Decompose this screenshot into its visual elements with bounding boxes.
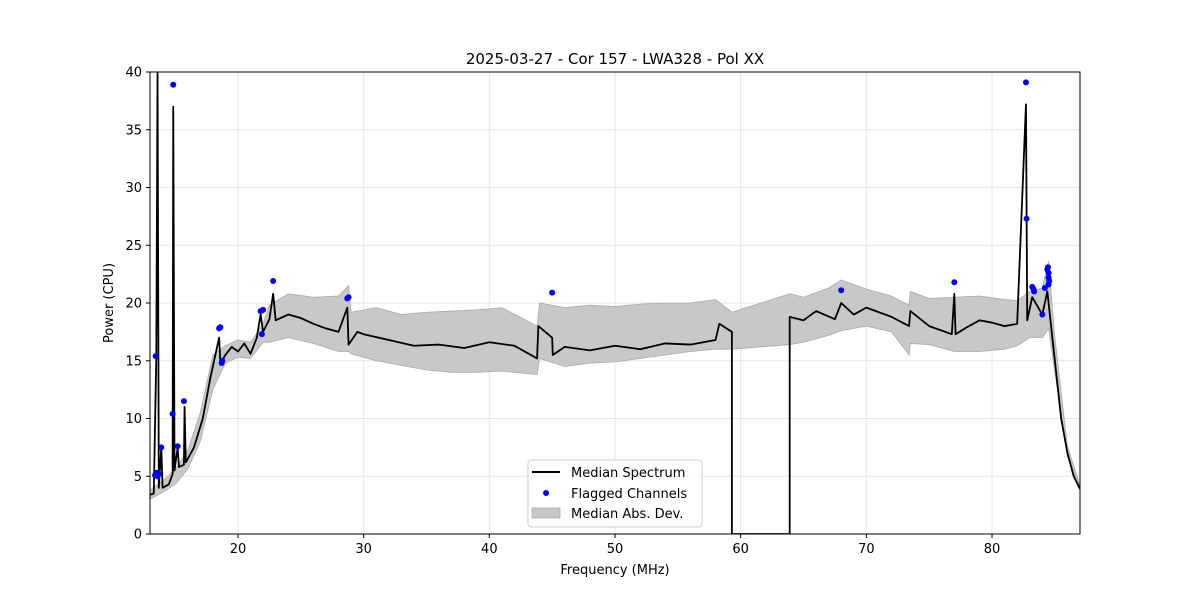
x-tick-label: 80 xyxy=(984,542,1001,557)
flagged-channel-point xyxy=(1022,79,1029,86)
flagged-channel-point xyxy=(1023,215,1030,222)
y-tick-label: 5 xyxy=(134,470,142,485)
flagged-channel-point xyxy=(1031,288,1038,295)
flagged-channel-point xyxy=(258,331,265,338)
flagged-channel-point xyxy=(270,278,277,285)
legend-flagged-label: Flagged Channels xyxy=(571,487,687,502)
y-tick-label: 35 xyxy=(125,123,142,138)
axis-ticks: 20 30 40 50 60 70 80 0 5 10 15 20 25 30 35 40 xyxy=(125,66,1000,558)
flagged-channel-point xyxy=(180,398,187,405)
chart-title: 2025-03-27 - Cor 157 - LWA328 - Pol XX xyxy=(466,50,764,68)
mad-band-group xyxy=(150,261,1080,500)
flagged-channel-point xyxy=(174,443,181,450)
flagged-channel-point xyxy=(158,444,165,451)
y-tick-label: 15 xyxy=(125,354,142,369)
flagged-channel-point xyxy=(169,410,176,417)
flagged-channel-point xyxy=(1045,269,1052,276)
legend-box xyxy=(527,459,703,528)
flagged-channel-point xyxy=(152,353,159,360)
flagged-channel-point xyxy=(549,289,556,296)
flagged-channel-point xyxy=(155,470,162,477)
y-axis-label: Power (CPU) xyxy=(102,263,117,343)
mad-band xyxy=(150,261,1080,500)
x-tick-label: 30 xyxy=(355,542,372,557)
flagged-channel-point xyxy=(838,287,845,294)
x-tick-label: 40 xyxy=(481,542,498,557)
flagged-channel-point xyxy=(260,306,267,313)
flagged-channel-point xyxy=(217,324,224,331)
flagged-channel-point xyxy=(345,294,352,301)
legend-median-label: Median Spectrum xyxy=(571,466,685,481)
flagged-channel-point xyxy=(1045,281,1052,288)
y-tick-label: 0 xyxy=(134,528,142,543)
legend-mad-label: Median Abs. Dev. xyxy=(571,507,683,522)
x-axis-label: Frequency (MHz) xyxy=(560,563,669,578)
flagged-channel-point xyxy=(219,357,226,364)
x-tick-label: 50 xyxy=(607,542,624,557)
y-tick-label: 25 xyxy=(125,239,142,254)
y-tick-label: 30 xyxy=(125,181,142,196)
x-tick-label: 70 xyxy=(858,542,875,557)
x-tick-label: 20 xyxy=(230,542,247,557)
legend-mad-swatch xyxy=(531,507,561,519)
y-tick-label: 20 xyxy=(125,297,142,312)
flagged-channel-point xyxy=(1041,284,1048,291)
median-spectrum-line xyxy=(150,72,1080,534)
flagged-channel-point xyxy=(1039,311,1046,318)
y-tick-label: 40 xyxy=(125,66,142,81)
flagged-channel-point xyxy=(170,81,177,88)
legend: Median Spectrum Flagged Channels Median … xyxy=(527,459,703,528)
flagged-channel-point xyxy=(1044,264,1051,271)
flagged-points-group xyxy=(152,79,1053,480)
median-line-group xyxy=(150,72,1080,534)
legend-flagged-swatch xyxy=(543,490,549,496)
y-tick-label: 10 xyxy=(125,412,142,427)
x-tick-label: 60 xyxy=(732,542,749,557)
flagged-channel-point xyxy=(951,279,958,286)
